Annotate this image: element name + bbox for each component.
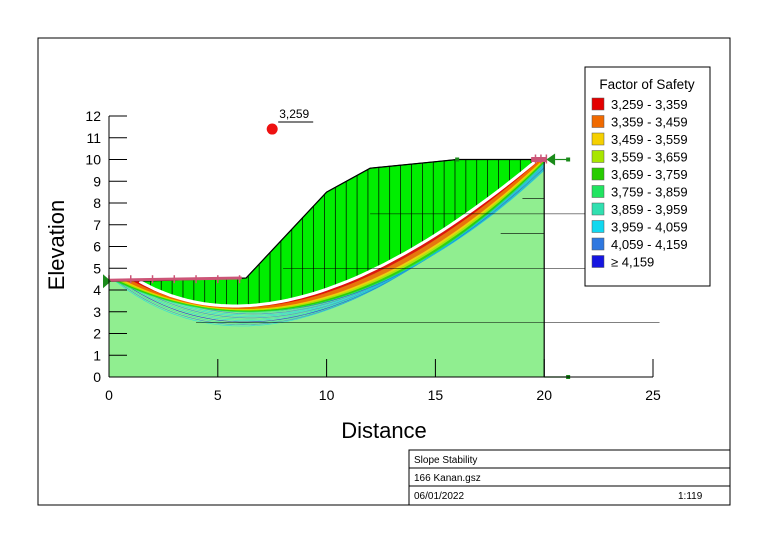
legend-items: 3,259 - 3,359 3,359 - 3,459 3,459 - 3,559 3… [591,97,688,270]
x-tick-label: 10 [319,387,335,403]
legend-swatch [591,220,605,233]
x-tick-label: 0 [105,387,113,403]
project-name: Slope Stability [414,455,477,466]
y-tick-label: 8 [93,195,101,211]
critical-slip-fan [115,159,545,313]
legend-label: ≥ 4,159 [611,255,654,270]
legend-box [584,66,711,287]
y-tick-label: 5 [93,260,101,276]
x-axis-label: Distance [341,418,427,443]
legend-label: 3,859 - 3,959 [611,202,688,217]
legend-label: 3,459 - 3,559 [611,132,688,147]
analysis-date: 06/01/2022 [414,491,464,502]
anchor-node [455,157,460,162]
title-block: Slope Stability 166 Kanan.gsz 06/01/2022… [408,449,731,506]
legend-swatch [591,167,605,181]
y-tick-label: 3 [93,304,101,320]
legend-label: 3,759 - 3,859 [611,185,688,200]
x-tick-label: 15 [428,387,444,403]
legend: Factor of Safety 3,259 - 3,359 3,359 - 3,… [584,66,711,287]
legend-label: 3,359 - 3,459 [611,115,688,130]
legend-swatch [591,97,605,111]
y-tick-label: 12 [85,108,101,124]
y-tick-label: 7 [93,217,101,233]
legend-swatch [591,202,605,216]
slice-boundaries [149,159,532,306]
y-axis-label: Elevation [44,200,69,291]
right-anchor-icon [546,153,556,166]
y-tick-label: 6 [93,239,101,255]
legend-swatch [591,237,605,251]
legend-label: 3,559 - 3,659 [611,150,688,165]
legend-label: 3,259 - 3,359 [611,97,688,112]
slip-center-fos-label: 3,259 [279,107,309,121]
slip-center: 3,259 [266,107,314,135]
y-tick-label: 10 [85,152,101,168]
legend-label: 3,659 - 3,759 [611,167,688,182]
legend-swatch [591,115,605,128]
legend-label: 3,959 - 4,059 [611,220,688,235]
plot-area [103,153,660,379]
legend-swatch [591,185,605,198]
legend-label: 4,059 - 4,159 [611,237,688,252]
y-tick-label: 9 [93,173,101,189]
y-tick-label: 1 [93,347,101,363]
file-name: 166 Kanan.gsz [414,473,481,484]
x-tick-label: 25 [645,387,661,403]
anchor-node [566,157,571,162]
title-block-frame [408,449,731,506]
y-tick-label: 0 [93,369,101,385]
slip-center-marker [266,123,278,135]
legend-title: Factor of Safety [599,77,695,92]
drawing-scale: 1:119 [678,491,703,502]
x-tick-label: 5 [214,387,222,403]
page-border [37,37,731,506]
y-tick-label: 11 [86,130,101,146]
legend-swatch [591,150,605,163]
y-tick-label: 4 [93,282,101,298]
critical-slip-surface [138,158,539,308]
legend-swatch [591,132,605,146]
y-tick-label: 2 [93,326,101,342]
left-anchor-icon [103,274,111,289]
critical-fan-curve [115,162,545,313]
legend-swatch [591,255,605,268]
x-tick-label: 20 [536,387,552,403]
